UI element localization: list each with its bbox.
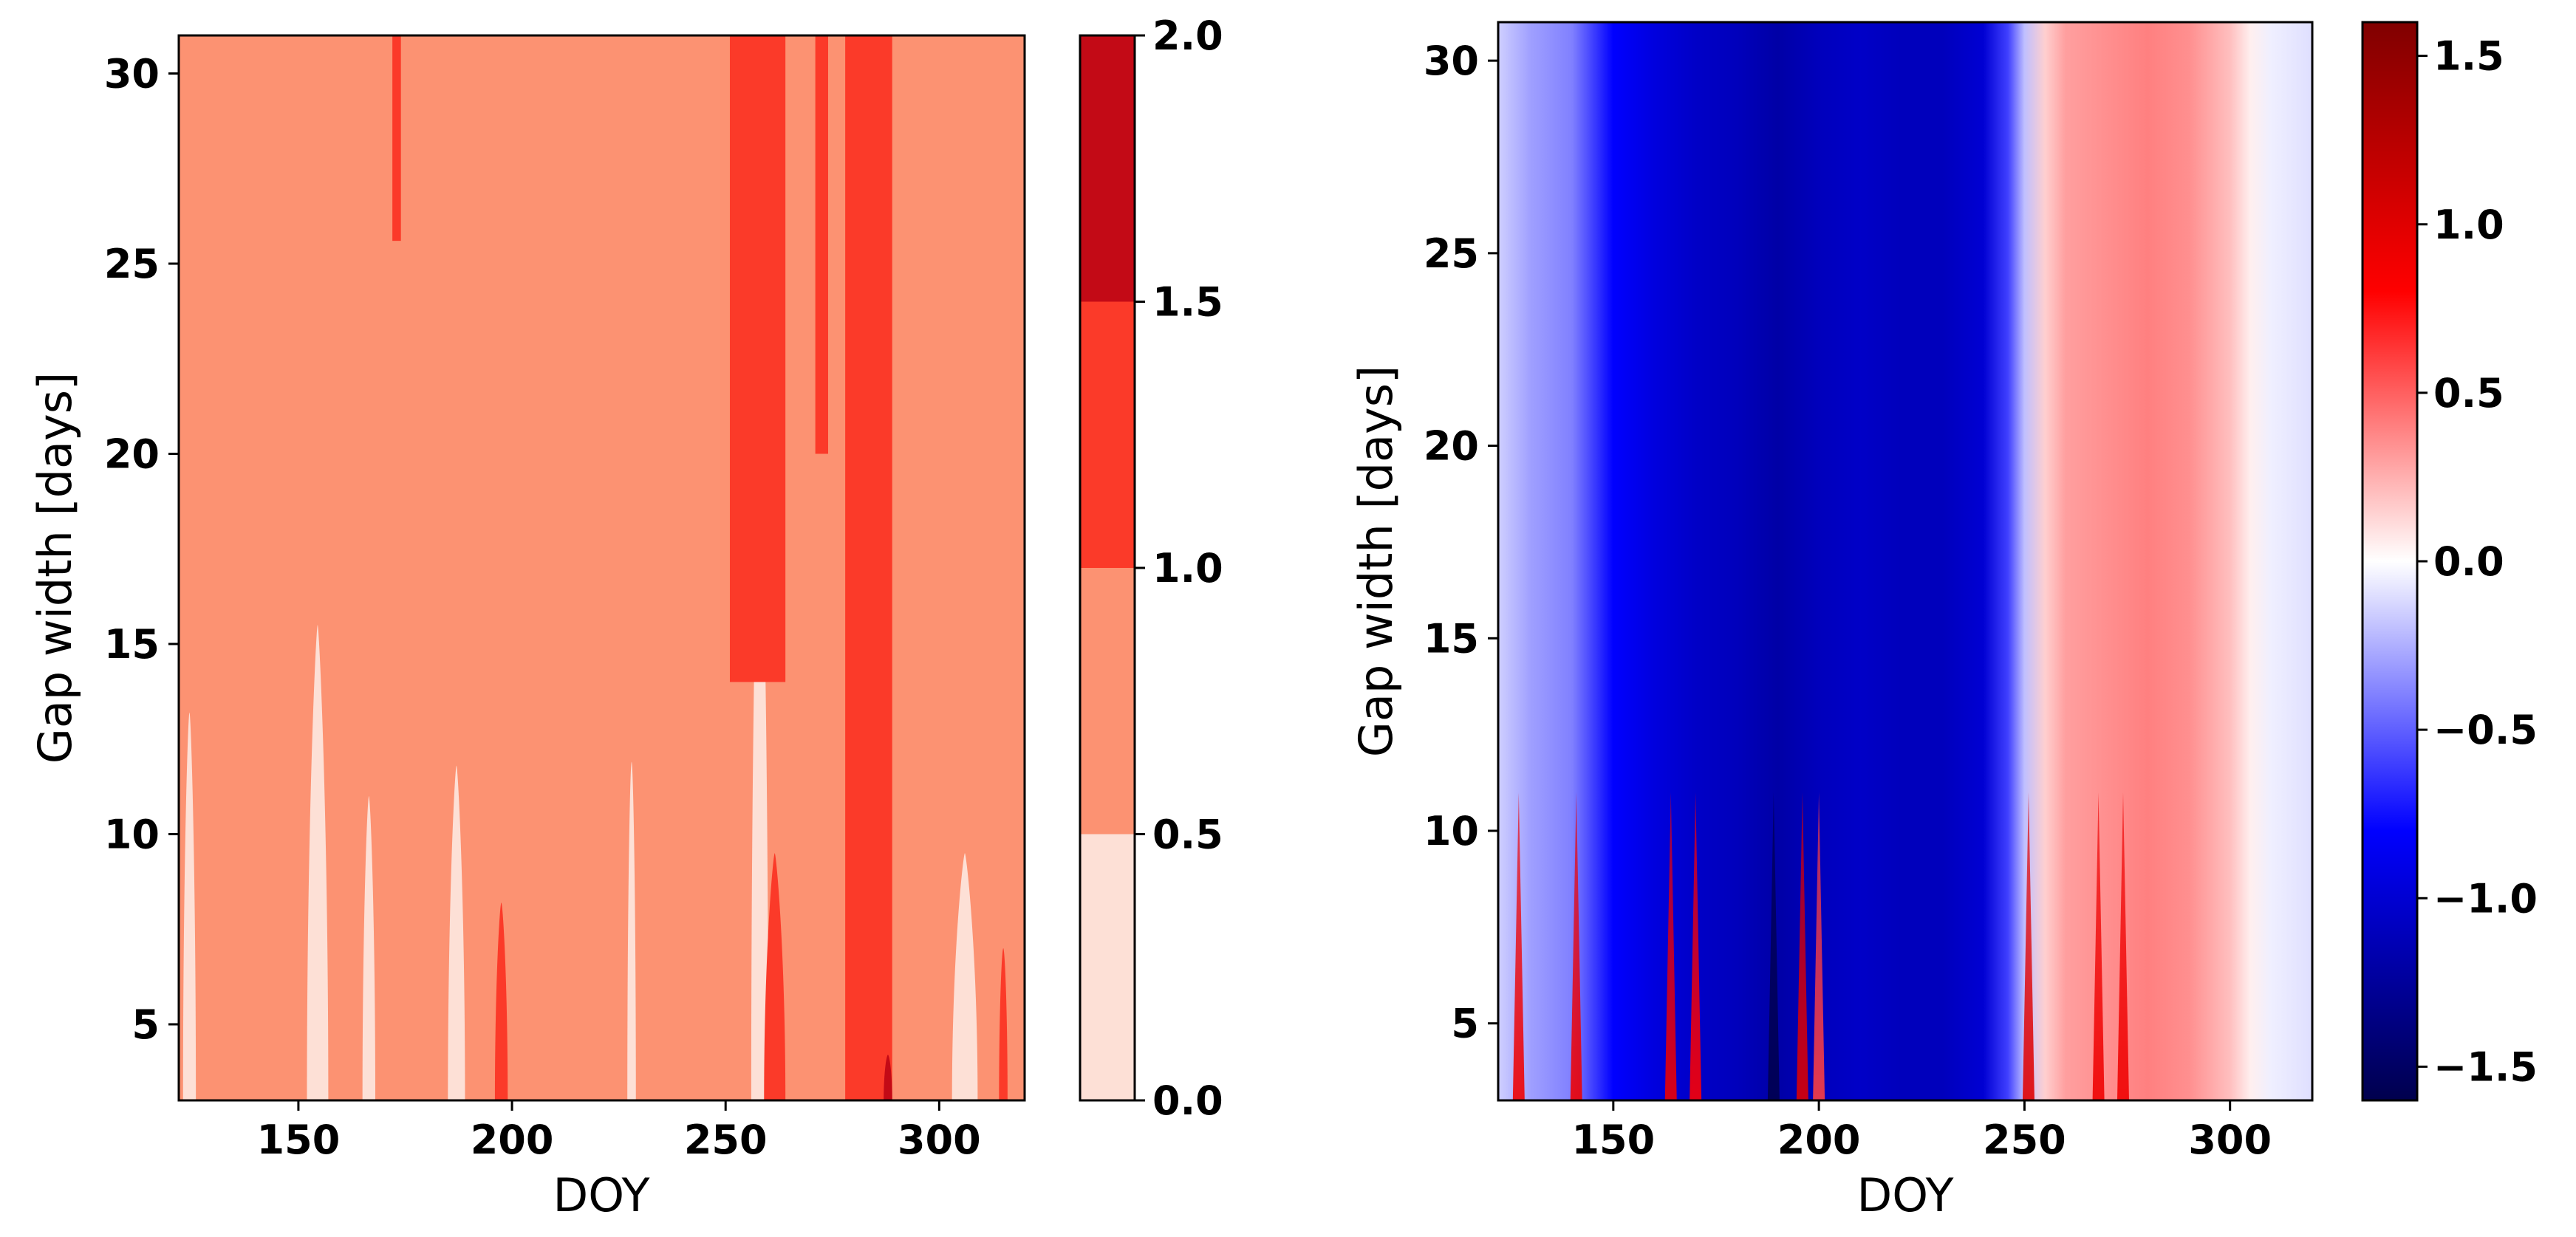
contour-region-low <box>362 796 376 1100</box>
colorbar-2-tick-label: 0.0 <box>2433 538 2504 585</box>
y-tick-label: 10 <box>1424 808 1479 854</box>
heatmap-spike <box>1664 792 1677 1100</box>
panel-1: 150 200 250 300 5 10 15 20 25 30 DOY Gap width [d… <box>28 34 1026 1222</box>
colorbar-2-tick-label: −1.5 <box>2433 1044 2538 1090</box>
heatmap-spike <box>2022 792 2035 1100</box>
panel-2-x-axis-label: DOY <box>1856 1168 1953 1222</box>
heatmap-spike <box>1796 792 1808 1100</box>
colorbar-1-tick-label: 0.5 <box>1152 812 1223 858</box>
y-tick-label: 30 <box>1424 38 1479 84</box>
contour-region-high <box>815 35 828 454</box>
x-tick-label: 300 <box>2188 1117 2272 1163</box>
x-tick-label: 250 <box>1983 1117 2066 1163</box>
panel-2: 150 200 250 300 5 10 15 20 25 30 DOY Gap width [d… <box>1349 21 2314 1222</box>
panel-2-y-axis-label: Gap width [days] <box>1349 366 1403 757</box>
colorbar-1-tick-label: 0.0 <box>1152 1077 1223 1124</box>
x-tick-label: 150 <box>257 1117 341 1163</box>
panel-1-plot-area <box>179 35 1025 1100</box>
colorbar-2-tick-label: −0.5 <box>2433 707 2538 753</box>
colorbar-1-block <box>1080 568 1135 835</box>
contour-region-high <box>494 902 508 1100</box>
colorbar-2-tick-label: 1.5 <box>2433 33 2504 80</box>
colorbar-1-tick-label: 2.0 <box>1152 13 1223 59</box>
contour-region-low <box>952 853 978 1100</box>
contour-region-high <box>392 35 401 241</box>
colorbar-1-block <box>1080 35 1135 302</box>
y-tick-label: 5 <box>131 1001 160 1048</box>
contour-region-high <box>845 35 892 1100</box>
y-tick-label: 25 <box>1424 230 1479 277</box>
contour-background <box>179 35 1025 1100</box>
heatmap-spike <box>1570 792 1582 1100</box>
panel-1-axes: 150 200 250 300 5 10 15 20 25 30 <box>104 51 981 1164</box>
colorbar-1-ticks: 0.0 0.5 1.0 1.5 2.0 <box>1135 13 1223 1124</box>
y-tick-label: 15 <box>104 621 160 668</box>
contour-region-low <box>182 712 197 1100</box>
panel-2-axes: 150 200 250 300 5 10 15 20 25 30 <box>1424 38 2272 1163</box>
x-tick-label: 200 <box>471 1117 554 1163</box>
colorbar-1: 0.0 0.5 1.0 1.5 2.0 <box>1079 13 1223 1124</box>
y-tick-label: 25 <box>104 241 160 287</box>
colorbar-2-gradient <box>2363 22 2417 1100</box>
panel-2-plot-area <box>1498 22 2312 1100</box>
contour-region-high <box>764 853 786 1100</box>
x-tick-label: 250 <box>684 1117 768 1163</box>
heatmap-spike <box>2117 792 2129 1100</box>
y-tick-label: 5 <box>1451 1001 1479 1047</box>
heatmap-spike <box>1512 792 1525 1100</box>
colorbar-1-tick-label: 1.5 <box>1152 279 1223 326</box>
colorbar-1-blocks <box>1080 35 1135 1100</box>
x-tick-label: 300 <box>898 1117 981 1163</box>
heatmap-field <box>1498 22 2312 1100</box>
panel-1-x-axis-label: DOY <box>553 1168 649 1222</box>
contour-region-high <box>999 948 1008 1100</box>
y-tick-label: 20 <box>1424 423 1479 470</box>
colorbar-2-tick-label: 0.5 <box>2433 370 2504 417</box>
heatmap-spikes <box>1512 792 2129 1100</box>
colorbar-2: −1.5 −1.0 −0.5 0.0 0.5 1.0 1.5 <box>2361 21 2538 1102</box>
panel-2-frame <box>1497 21 2314 1102</box>
heatmap-spike <box>1690 792 1702 1100</box>
y-tick-label: 15 <box>1424 615 1479 662</box>
panel-1-y-axis-label: Gap width [days] <box>28 372 82 764</box>
heatmap-spike <box>1767 792 1780 1100</box>
colorbar-2-ticks: −1.5 −1.0 −0.5 0.0 0.5 1.0 1.5 <box>2417 33 2538 1090</box>
y-tick-label: 20 <box>104 431 160 478</box>
panel-1-frame <box>177 34 1026 1102</box>
colorbar-1-tick-label: 1.0 <box>1152 545 1223 592</box>
heatmap-spike <box>1813 792 1825 1100</box>
colorbar-1-block <box>1080 301 1135 568</box>
contour-region-high <box>729 35 786 682</box>
y-tick-label: 30 <box>104 51 160 97</box>
colorbar-1-block <box>1080 834 1135 1100</box>
y-tick-label: 10 <box>104 812 160 858</box>
heatmap-spike <box>2092 792 2105 1100</box>
x-tick-label: 200 <box>1777 1117 1861 1163</box>
contour-region-low <box>448 765 465 1100</box>
contour-region-low <box>307 625 329 1100</box>
contour-region-max <box>884 1055 892 1100</box>
x-tick-label: 150 <box>1571 1117 1655 1163</box>
contour-region-low <box>627 761 636 1100</box>
colorbar-2-tick-label: −1.0 <box>2433 875 2538 922</box>
colorbar-2-tick-label: 1.0 <box>2433 202 2504 248</box>
